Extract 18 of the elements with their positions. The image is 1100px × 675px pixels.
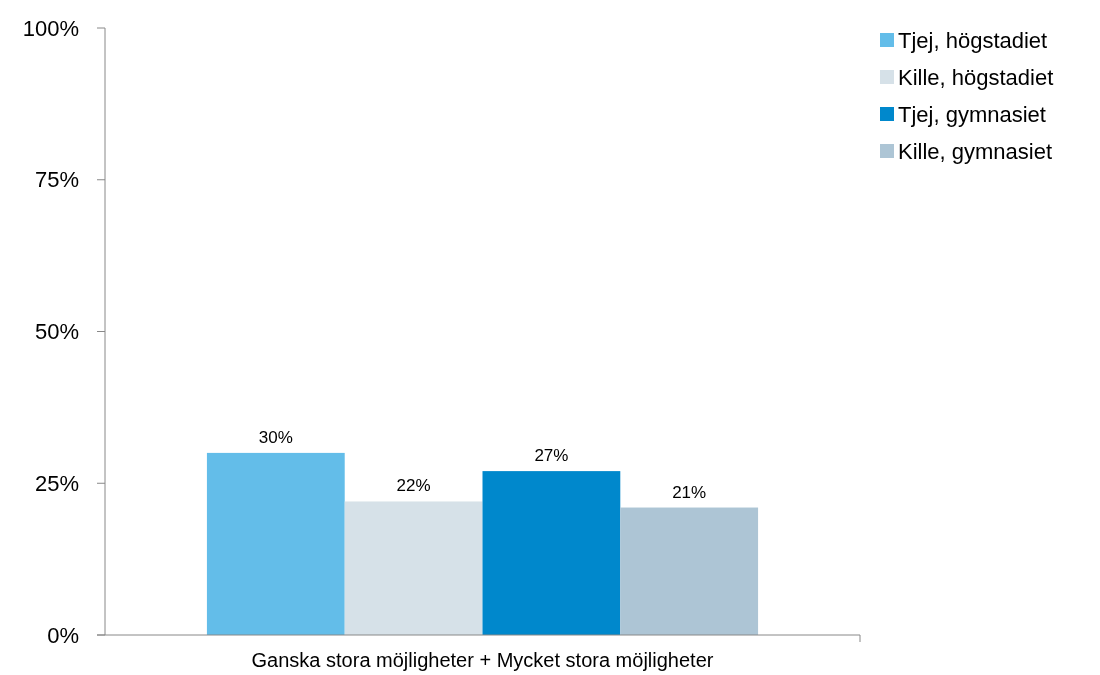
legend-label: Kille, gymnasiet	[898, 138, 1053, 164]
y-tick-label: 50%	[34, 319, 79, 345]
legend-label: Tjej, högstadiet	[898, 27, 1048, 53]
data-label: 21%	[672, 482, 707, 502]
legend-label: Kille, högstadiet	[898, 64, 1054, 90]
y-tick-label: 75%	[34, 167, 79, 193]
bar	[206, 452, 345, 635]
y-tick-label: 0%	[47, 622, 79, 648]
bar	[482, 471, 621, 635]
data-label: 30%	[258, 427, 293, 447]
legend-label: Tjej, gymnasiet	[898, 101, 1046, 127]
y-tick-label: 100%	[22, 15, 79, 41]
y-tick-label: 25%	[34, 470, 79, 496]
bar	[620, 507, 759, 635]
x-tick-label: Ganska stora möjligheter + Mycket stora möjligheter	[251, 649, 714, 671]
data-label: 22%	[396, 476, 431, 496]
data-label: 27%	[534, 446, 569, 466]
bar	[344, 501, 483, 635]
